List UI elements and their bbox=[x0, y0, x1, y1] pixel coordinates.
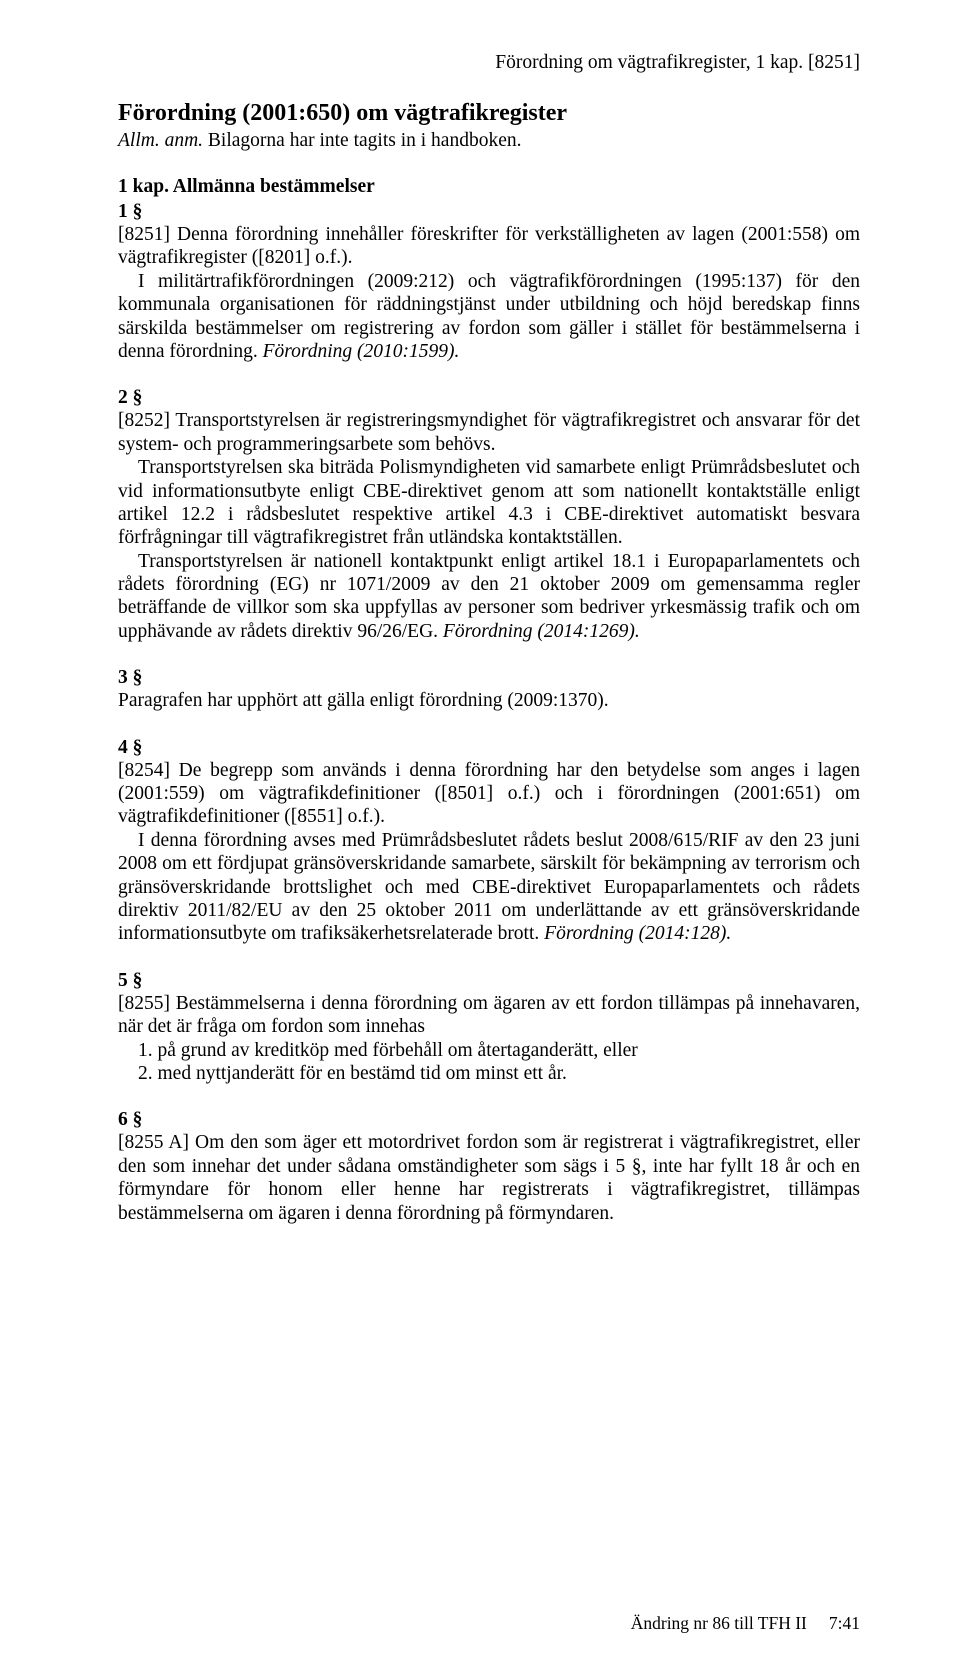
section-4-p2: I denna förordning avses med Prümrådsbes… bbox=[118, 829, 860, 946]
section-4-number: 4 § bbox=[118, 737, 860, 759]
subtitle-text: Bilagorna har inte tagits in i handboken… bbox=[203, 130, 521, 151]
section-3-number: 3 § bbox=[118, 667, 860, 689]
document-subtitle: Allm. anm. Bilagorna har inte tagits in … bbox=[118, 130, 860, 152]
section-1-p2-text: I militärtrafikförordningen (2009:212) o… bbox=[118, 271, 860, 362]
section-6-p1: [8255 A] Om den som äger ett motordrivet… bbox=[118, 1131, 860, 1225]
section-6-number: 6 § bbox=[118, 1109, 860, 1131]
chapter-heading: 1 kap. Allmänna bestämmelser bbox=[118, 176, 860, 198]
section-3-p1: Paragrafen har upphört att gälla enligt … bbox=[118, 689, 860, 712]
section-5-number: 5 § bbox=[118, 970, 860, 992]
page-header-right: Förordning om vägtrafikregister, 1 kap. … bbox=[118, 52, 860, 74]
section-2-number: 2 § bbox=[118, 387, 860, 409]
section-1-number: 1 § bbox=[118, 201, 860, 223]
section-5-li1: 1. på grund av kreditköp med förbehåll o… bbox=[118, 1039, 860, 1062]
section-1-body: [8251] Denna förordning innehåller föres… bbox=[118, 223, 860, 363]
section-4-p2-text: I denna förordning avses med Prümrådsbes… bbox=[118, 830, 860, 945]
footer-page-number: 7:41 bbox=[829, 1613, 860, 1633]
subtitle-prefix: Allm. anm. bbox=[118, 130, 203, 151]
section-3-body: Paragrafen har upphört att gälla enligt … bbox=[118, 689, 860, 712]
section-4-p1: [8254] De begrepp som används i denna fö… bbox=[118, 759, 860, 829]
section-1-p2-ref: Förordning (2010:1599). bbox=[263, 341, 460, 362]
section-6-body: [8255 A] Om den som äger ett motordrivet… bbox=[118, 1131, 860, 1225]
section-4-body: [8254] De begrepp som används i denna fö… bbox=[118, 759, 860, 946]
page-footer: Ändring nr 86 till TFH II 7:41 bbox=[631, 1613, 860, 1634]
section-2-p3: Transportstyrelsen är nationell kontaktp… bbox=[118, 550, 860, 644]
section-1-p2: I militärtrafikförordningen (2009:212) o… bbox=[118, 270, 860, 364]
section-2-p2: Transportstyrelsen ska biträda Polismynd… bbox=[118, 456, 860, 550]
footer-change-note: Ändring nr 86 till TFH II bbox=[631, 1613, 807, 1633]
section-2-body: [8252] Transportstyrelsen är registrerin… bbox=[118, 409, 860, 643]
section-4-p2-ref: Förordning (2014:128). bbox=[544, 923, 731, 944]
section-2-p1: [8252] Transportstyrelsen är registrerin… bbox=[118, 409, 860, 456]
section-5-li2: 2. med nyttjanderätt för en bestämd tid … bbox=[118, 1062, 860, 1085]
section-5-body: [8255] Bestämmelserna i denna förordning… bbox=[118, 992, 860, 1086]
section-2-p3-ref: Förordning (2014:1269). bbox=[443, 621, 640, 642]
section-5-p1: [8255] Bestämmelserna i denna förordning… bbox=[118, 992, 860, 1039]
document-title: Förordning (2001:650) om vägtrafikregist… bbox=[118, 100, 860, 127]
section-1-p1: [8251] Denna förordning innehåller föres… bbox=[118, 223, 860, 270]
